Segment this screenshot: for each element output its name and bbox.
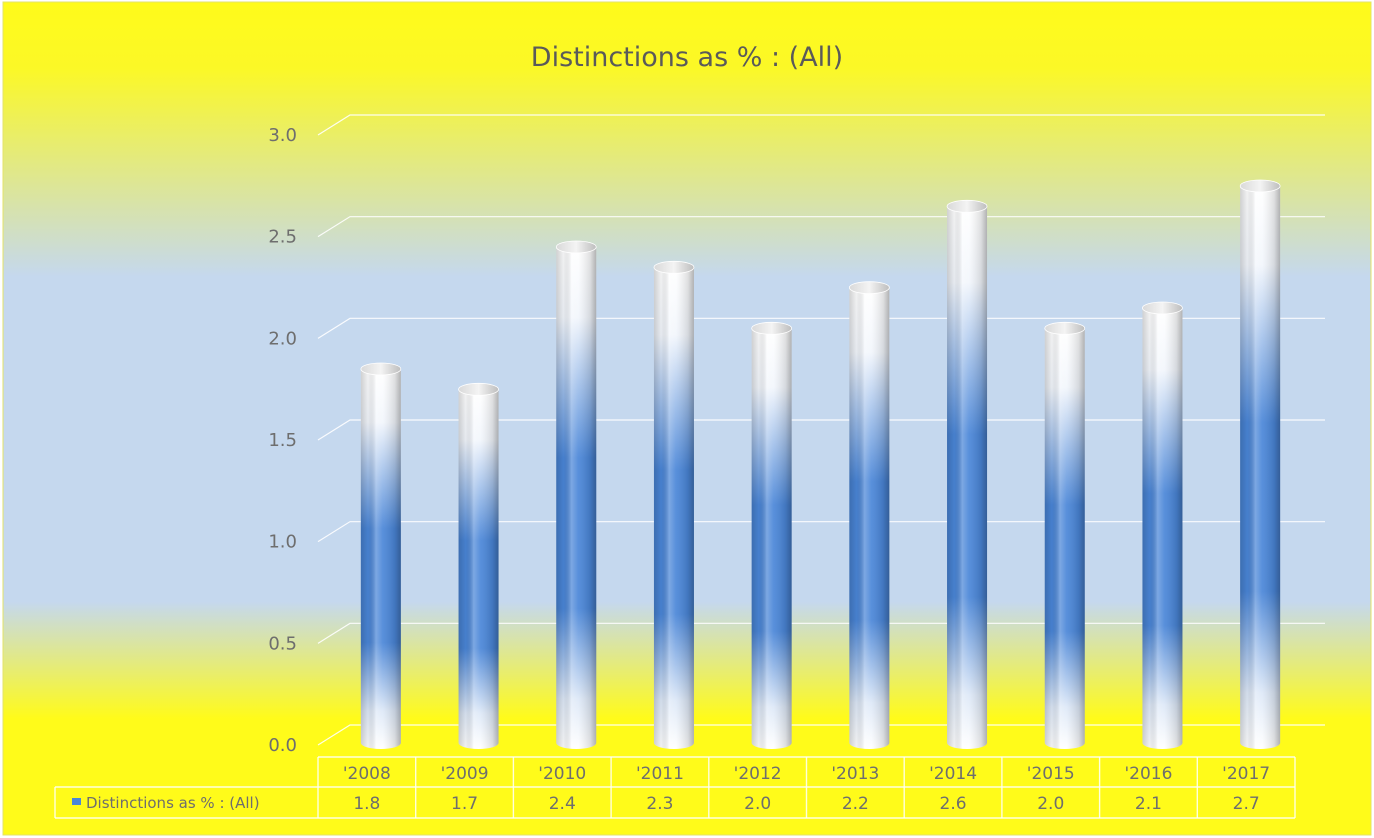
- bar: [360, 362, 402, 749]
- gridline: [317, 216, 1325, 238]
- data-label: 2.3: [646, 794, 673, 814]
- legend-label: Distinctions as % : (All): [86, 794, 260, 812]
- y-axis-ticks: 0.0 0.5 1.0 1.5 2.0 2.5 3.0: [268, 125, 297, 756]
- gridline: [317, 114, 1325, 136]
- data-table: '2008 1.8 '2009 1.7 '2010 2.4 '2011 2.3 '2012 2.0…: [54, 756, 1296, 819]
- data-label: 1.7: [451, 794, 478, 814]
- x-category-label: '2017: [1222, 764, 1270, 784]
- bar: [1142, 301, 1183, 749]
- data-label: 2.6: [940, 794, 967, 814]
- x-category-label: '2015: [1027, 764, 1075, 784]
- bar: [946, 199, 988, 750]
- data-label: 2.1: [1135, 794, 1162, 814]
- x-category-label: '2012: [734, 764, 782, 784]
- x-category-label: '2009: [441, 764, 489, 784]
- y-tick-label: 0.5: [268, 633, 297, 654]
- data-label: 2.0: [1037, 794, 1064, 814]
- data-label: 1.8: [353, 794, 380, 814]
- gridline: [317, 724, 1325, 746]
- x-category-label: '2011: [636, 764, 684, 784]
- data-label: 2.4: [549, 794, 576, 814]
- bar: [653, 260, 695, 749]
- data-label: 2.2: [842, 794, 869, 814]
- x-category-label: '2016: [1124, 764, 1172, 784]
- y-tick-label: 1.5: [268, 430, 297, 451]
- bar: [751, 321, 793, 749]
- bars: [360, 179, 1281, 750]
- bar: [1239, 179, 1281, 749]
- y-tick-label: 1.0: [268, 532, 297, 553]
- y-tick-label: 2.5: [268, 227, 297, 248]
- bar: [1044, 321, 1086, 749]
- x-category-label: '2010: [538, 764, 586, 784]
- bar: [458, 382, 499, 749]
- legend-swatch: [72, 798, 81, 805]
- x-category-label: '2013: [831, 764, 879, 784]
- y-tick-label: 3.0: [268, 125, 297, 146]
- chart-title: Distinctions as % : (All): [531, 42, 843, 73]
- gridline: [317, 521, 1325, 543]
- gridlines: [317, 114, 1325, 746]
- bar: [555, 240, 597, 749]
- gridline: [317, 622, 1325, 644]
- x-category-label: '2014: [929, 764, 977, 784]
- bar: [848, 281, 890, 749]
- y-tick-label: 0.0: [268, 735, 297, 756]
- x-category-label: '2008: [343, 764, 391, 784]
- data-label: 2.7: [1233, 794, 1260, 814]
- gridline: [317, 419, 1325, 441]
- gridline: [317, 317, 1325, 339]
- data-label: 2.0: [744, 794, 771, 814]
- y-tick-label: 2.0: [268, 328, 297, 349]
